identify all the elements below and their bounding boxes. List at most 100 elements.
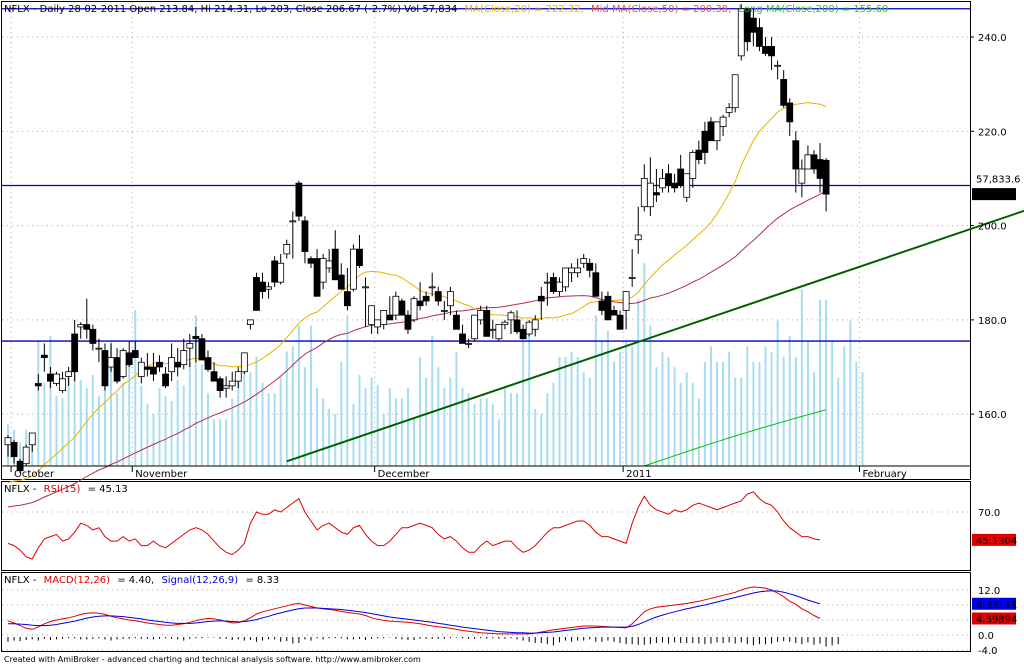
- candle-down: [156, 361, 163, 368]
- candle-down: [610, 310, 618, 316]
- volume-bar: [661, 351, 664, 466]
- close-value-box: [972, 188, 1016, 201]
- volume-bar: [691, 382, 694, 466]
- candle-down: [810, 154, 818, 170]
- volume-bar: [637, 299, 640, 466]
- volume-bar: [419, 356, 422, 466]
- volume-bar: [667, 356, 670, 466]
- volume-bar: [322, 398, 325, 466]
- support-trendline: [286, 209, 1024, 463]
- candle-down: [459, 333, 466, 344]
- volume-value-label: 57,833.6: [976, 175, 1021, 186]
- candle-up: [168, 357, 176, 373]
- candle-down: [295, 182, 303, 217]
- macd-line: [7, 586, 821, 635]
- candle-up: [137, 361, 145, 377]
- candle-up: [562, 267, 569, 288]
- macd-title-signal-value: = 8.33: [245, 575, 279, 586]
- volume-bar: [231, 398, 234, 466]
- candle-up: [277, 262, 285, 283]
- volume-bar: [697, 398, 700, 466]
- macd-value-label: 4.39894: [976, 615, 1017, 626]
- volume-bar: [516, 393, 519, 466]
- month-label: 2011: [626, 469, 651, 480]
- volume-bar: [582, 372, 585, 466]
- volume-bar: [825, 299, 828, 466]
- month-label: November: [135, 469, 188, 480]
- macd-title: NFLX - MACD(12,26) = 4.40, Signal(12,26,…: [4, 575, 279, 586]
- candle-down: [537, 295, 545, 302]
- candle-up: [804, 154, 812, 170]
- candle-up: [477, 310, 485, 321]
- candle-down: [707, 121, 715, 142]
- volume-bar: [758, 362, 761, 466]
- candle-down: [10, 442, 18, 457]
- candle-up: [350, 248, 357, 290]
- volume-bar: [376, 385, 379, 466]
- volume-bar: [752, 362, 755, 466]
- volume-bar: [382, 414, 385, 466]
- volume-bar: [655, 367, 658, 466]
- volume-bar: [194, 315, 197, 466]
- rsi-title-series: RSI(15): [44, 484, 81, 495]
- candle-up: [65, 371, 72, 377]
- candle-up: [180, 350, 188, 366]
- x-axis-labels: October November December 2011 February: [2, 465, 970, 480]
- candle-down: [192, 335, 200, 340]
- volume-bar: [79, 380, 82, 466]
- candle-up: [59, 378, 66, 391]
- candle-up: [240, 352, 248, 373]
- volume-bar: [297, 325, 300, 466]
- candle-down: [604, 295, 612, 321]
- volume-bar: [225, 419, 228, 466]
- volume-bar: [449, 377, 452, 466]
- month-label: December: [378, 469, 431, 480]
- candle-down: [101, 350, 109, 387]
- candle-down: [780, 79, 788, 106]
- candle-up: [731, 74, 739, 109]
- candle-down: [343, 291, 351, 307]
- candle-down: [89, 328, 97, 344]
- candle-down: [47, 373, 54, 382]
- price-title-ma50: Mid MA(Close,50) = 200.38,: [591, 4, 731, 15]
- price-tick-label: 160.0: [978, 410, 1007, 421]
- candle-down: [71, 333, 79, 373]
- candle-down: [749, 17, 757, 33]
- volume-bar: [206, 393, 209, 466]
- volume-bar: [570, 351, 573, 466]
- volume-bar: [249, 372, 252, 466]
- volume-bar: [188, 362, 191, 466]
- volume-bar: [182, 385, 185, 466]
- grid-lines: [2, 2, 970, 466]
- candle-up: [4, 437, 12, 446]
- candle-up: [246, 319, 254, 325]
- candle-down: [331, 248, 339, 281]
- candle-up: [525, 321, 533, 335]
- macd-tick-label: -4.0: [978, 646, 998, 657]
- volume-bar: [285, 351, 288, 466]
- macd-title-symbol: NFLX -: [4, 575, 37, 586]
- candle-down: [143, 366, 151, 370]
- volume-bar: [722, 362, 725, 466]
- volume-bar: [473, 403, 476, 466]
- candle-down: [598, 300, 606, 311]
- macd-title-signal: Signal(12,26,9): [161, 575, 238, 586]
- candle-up: [392, 295, 400, 316]
- candle-up: [410, 298, 418, 321]
- candle-up: [77, 324, 85, 328]
- volume-bar: [812, 372, 815, 466]
- volume-bar: [37, 341, 40, 466]
- volume-bar: [358, 375, 361, 466]
- volume-bar: [546, 393, 549, 466]
- volume-bar: [31, 440, 34, 466]
- volume-bar: [625, 341, 628, 466]
- volume-bar: [19, 442, 22, 466]
- rsi-title: NFLX - RSI(15) = 45.13: [4, 484, 128, 495]
- candle-up: [646, 182, 654, 208]
- footer-text: Created with AmiBroker - advanced charti…: [4, 655, 421, 664]
- y-axis-labels: 160.0 180.0 200.0 220.0 240.0 57,833.6 206.67: [970, 33, 1021, 421]
- candle-up: [119, 350, 127, 377]
- candle-up: [531, 319, 539, 330]
- volume-bar: [576, 356, 579, 466]
- candle-up: [53, 373, 60, 384]
